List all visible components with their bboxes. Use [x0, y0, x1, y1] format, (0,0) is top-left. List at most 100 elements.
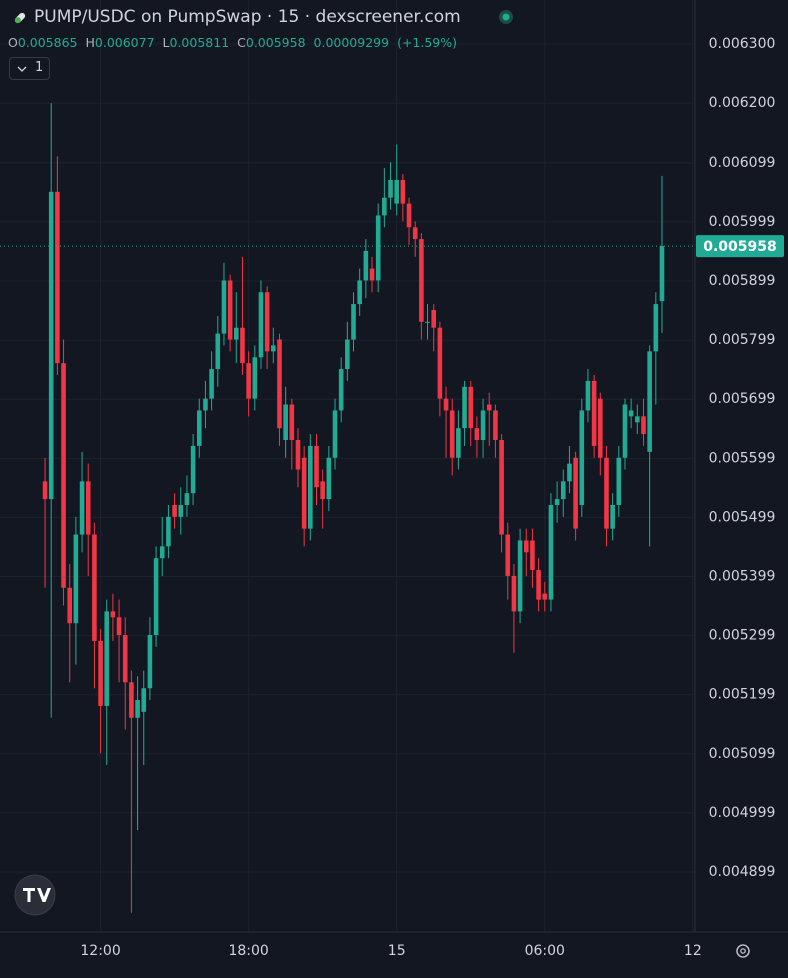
- legend-key: O: [8, 35, 18, 50]
- candle-body: [85, 481, 91, 535]
- candle-body: [246, 363, 251, 399]
- candle-body: [468, 386, 474, 429]
- grid: [0, 0, 695, 932]
- y-tick-label: 0.004899: [709, 864, 776, 880]
- y-tick-label: 0.006099: [709, 155, 776, 171]
- candle-body: [530, 540, 535, 571]
- candle-body: [369, 268, 375, 281]
- candle-body: [462, 386, 467, 429]
- candle-body: [604, 457, 609, 529]
- candle-body: [338, 369, 344, 411]
- candle-body: [308, 445, 313, 529]
- candle-body: [209, 369, 214, 399]
- y-tick-label: 0.005499: [709, 509, 776, 525]
- y-tick-label: 0.006200: [709, 95, 776, 111]
- plot: [42, 103, 665, 913]
- candle-body: [443, 398, 449, 411]
- candle-body: [437, 327, 443, 399]
- candle-body: [449, 410, 455, 458]
- candle-body: [264, 292, 270, 352]
- settings-icon[interactable]: [736, 944, 750, 958]
- candle-body: [567, 463, 572, 482]
- candle-body: [351, 304, 356, 340]
- candle-body: [517, 540, 523, 612]
- candle-body: [110, 611, 116, 618]
- status-dot: [499, 10, 513, 24]
- legend-key: L: [162, 35, 170, 50]
- legend-value: 0.005958: [245, 35, 306, 50]
- legend-key: C: [237, 35, 246, 50]
- ohlc-legend: O0.005865 H0.006077 L0.005811 C0.005958 …: [8, 35, 461, 50]
- y-tick-label: 0.005999: [709, 214, 776, 230]
- candle-body: [196, 410, 202, 446]
- candle-body: [641, 416, 646, 435]
- y-tick-label: 0.005399: [709, 569, 776, 585]
- candle-body: [61, 363, 66, 588]
- candle-body: [159, 546, 165, 559]
- x-tick-label: 12: [684, 943, 702, 959]
- candle-body: [456, 428, 461, 458]
- candle-body: [48, 191, 54, 500]
- candle-body: [628, 410, 634, 417]
- candle-body: [153, 558, 159, 636]
- candle-body: [363, 250, 369, 281]
- candle-body: [320, 481, 325, 500]
- y-tick-label: 0.006300: [709, 36, 776, 52]
- candle-body: [67, 587, 73, 624]
- candle-body: [135, 700, 140, 718]
- candle-body: [215, 333, 221, 370]
- candle-body: [42, 481, 48, 500]
- y-tick-label: 0.005699: [709, 391, 776, 407]
- candle-body: [92, 534, 97, 641]
- candle-body: [258, 292, 264, 358]
- legend-key: H: [85, 35, 95, 50]
- candle-body: [166, 516, 171, 547]
- y-tick-label: 0.005799: [709, 332, 776, 348]
- candle-body: [406, 203, 412, 228]
- candle-body: [659, 246, 665, 302]
- candle-body: [283, 404, 288, 440]
- x-tick-label: 12:00: [80, 943, 120, 959]
- candle-body: [73, 534, 79, 624]
- candle-body: [554, 499, 560, 506]
- candle-body: [616, 457, 622, 506]
- candle-body: [277, 339, 282, 429]
- candle-body: [511, 575, 517, 612]
- candle-body: [505, 534, 511, 576]
- candle-body: [172, 505, 177, 517]
- candle-body: [233, 327, 239, 340]
- candle-body: [252, 357, 258, 399]
- candle-body: [116, 617, 122, 636]
- candle-body: [419, 239, 424, 322]
- chevron-icon: [17, 66, 27, 72]
- candle-body: [104, 611, 110, 706]
- candle-body: [203, 398, 208, 411]
- candle-body: [98, 640, 103, 706]
- candle-body: [579, 410, 585, 506]
- candle-body: [591, 380, 597, 446]
- candle-body: [425, 321, 430, 323]
- candle-body: [480, 410, 486, 440]
- candle-body: [635, 416, 640, 423]
- candle-body: [474, 428, 480, 440]
- indicator-toggle[interactable]: 1: [9, 57, 50, 80]
- candle-body: [357, 280, 362, 305]
- candle-body: [653, 304, 659, 352]
- candle-body: [295, 439, 301, 470]
- x-tick-label: 15: [388, 943, 406, 959]
- x-tick-label: 06:00: [525, 943, 565, 959]
- candle-body: [141, 688, 147, 712]
- candle-body: [382, 197, 387, 216]
- chart-title: PUMP/USDC on PumpSwap · 15 · dexscreener…: [34, 7, 461, 27]
- tv-logo: [14, 874, 56, 916]
- candle-body: [597, 398, 603, 458]
- candle-body: [240, 327, 245, 364]
- candle-body: [147, 635, 153, 689]
- candle-body: [184, 493, 190, 506]
- legend-value: 0.005865: [17, 35, 78, 50]
- candle-body: [400, 179, 406, 204]
- legend-value: 0.006077: [94, 35, 155, 50]
- candle-body: [493, 410, 498, 440]
